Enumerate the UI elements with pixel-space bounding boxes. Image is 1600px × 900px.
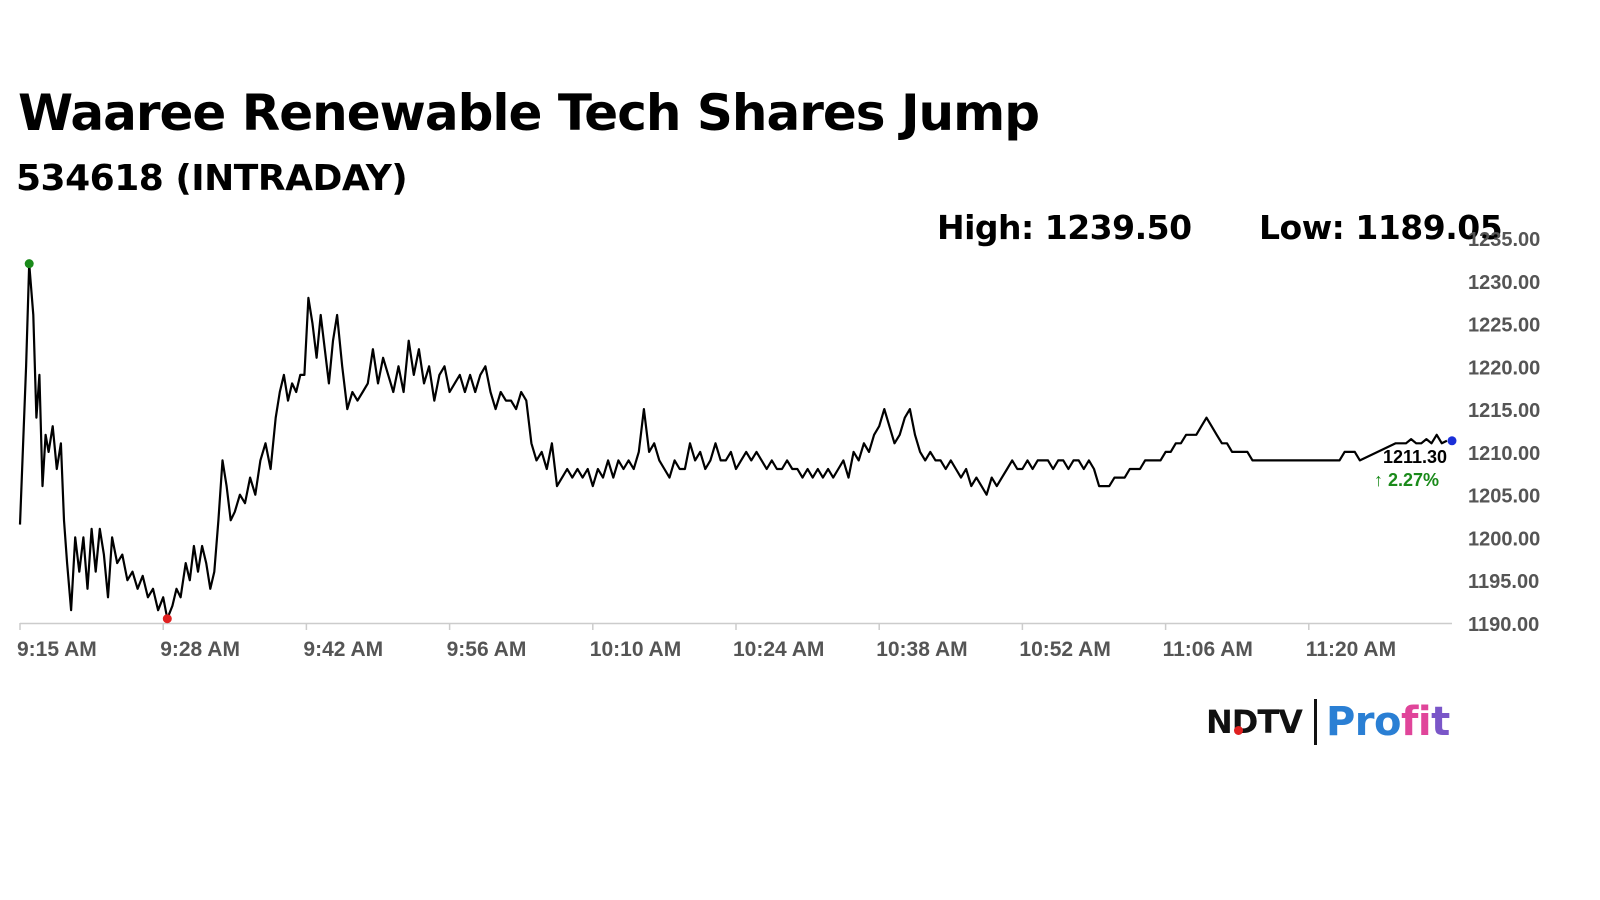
y-tick-label: 1195.00 <box>1468 571 1539 593</box>
low-stat: Low: 1189.05 <box>1259 208 1503 247</box>
logo-profit-text: Profit <box>1325 699 1450 745</box>
y-tick-label: 1215.00 <box>1468 400 1540 422</box>
x-tick-label: 11:06 AM <box>1163 638 1253 661</box>
ndtv-profit-logo: NDTV Profit <box>1206 692 1450 752</box>
y-tick-label: 1230.00 <box>1468 272 1540 294</box>
logo-ndtv-text: NDTV <box>1206 703 1303 741</box>
y-tick-label: 1205.00 <box>1468 486 1540 508</box>
headline: Waaree Renewable Tech Shares Jump <box>18 84 1040 142</box>
x-tick-label: 11:20 AM <box>1306 638 1396 661</box>
x-tick-label: 9:15 AM <box>17 638 97 661</box>
y-tick-label: 1190.00 <box>1468 614 1539 636</box>
y-tick-label: 1200.00 <box>1468 528 1540 550</box>
subheadline: 534618 (INTRADAY) <box>16 158 408 199</box>
y-tick-label: 1220.00 <box>1468 357 1540 379</box>
logo-separator <box>1313 699 1317 745</box>
x-tick-label: 9:42 AM <box>303 638 383 661</box>
x-tick-label: 10:52 AM <box>1019 638 1110 661</box>
x-tick-label: 10:10 AM <box>590 638 681 661</box>
last-price-label: 1211.30 <box>1383 447 1447 467</box>
price-line <box>18 262 1448 620</box>
y-tick-label: 1225.00 <box>1468 315 1540 337</box>
x-tick-label: 10:38 AM <box>876 638 967 661</box>
low-marker <box>162 614 172 624</box>
logo-dot <box>1234 726 1243 735</box>
x-tick-label: 10:24 AM <box>733 638 824 661</box>
last-price-marker <box>1447 436 1457 446</box>
y-tick-label: 1210.00 <box>1468 443 1540 465</box>
change-label: ↑ 2.27% <box>1374 470 1439 490</box>
x-tick-label: 9:28 AM <box>160 638 240 661</box>
y-tick-label: 1235.00 <box>1468 229 1540 251</box>
high-marker <box>24 259 34 269</box>
high-stat: High: 1239.50 <box>937 208 1192 247</box>
x-tick-label: 9:56 AM <box>447 638 527 661</box>
